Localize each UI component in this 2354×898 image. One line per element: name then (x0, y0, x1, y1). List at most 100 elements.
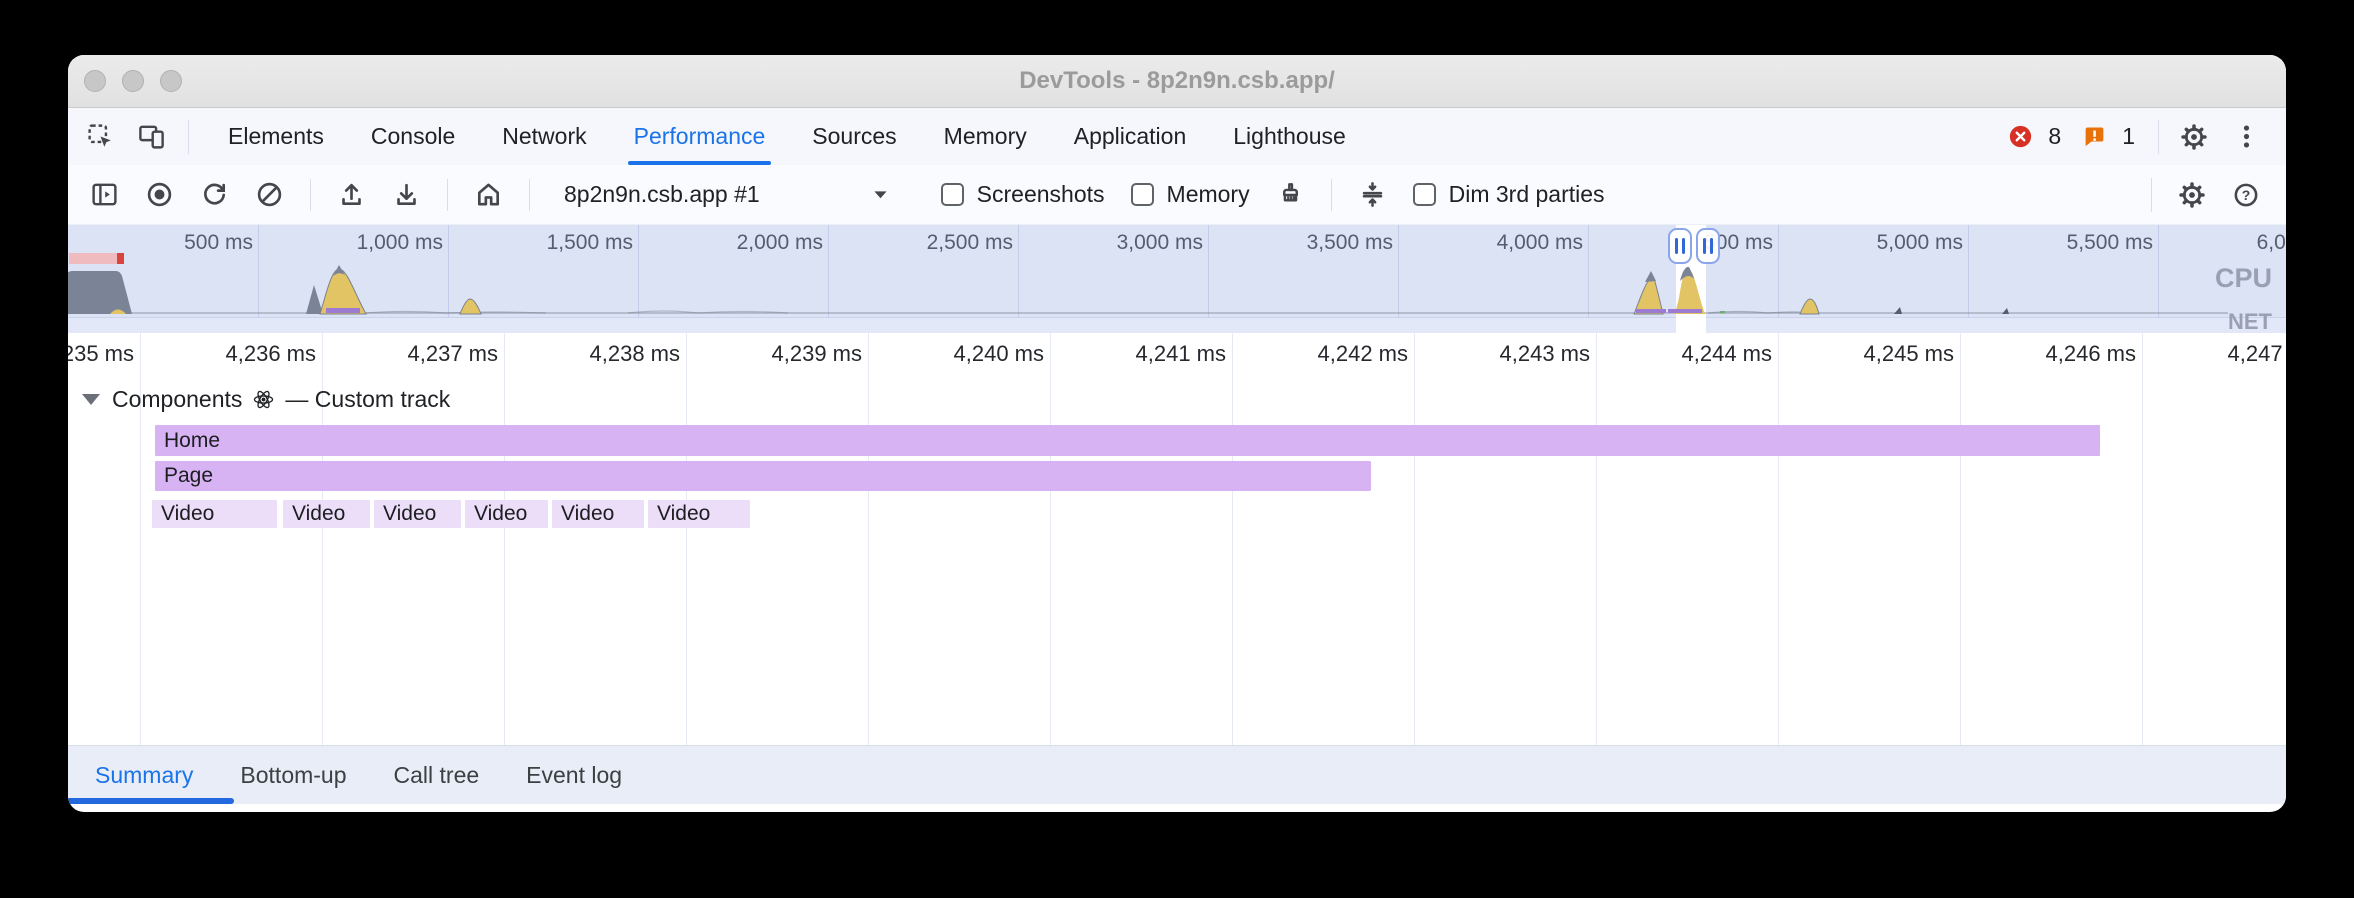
collapse-icon[interactable] (1358, 180, 1387, 209)
warning-badge-icon[interactable] (2082, 124, 2107, 149)
gridline (638, 225, 639, 333)
chevron-down-icon (870, 184, 891, 205)
download-profile-icon[interactable] (392, 180, 421, 209)
gc-brush-icon[interactable] (1276, 180, 1305, 209)
overview-tick-label: 500 ms (184, 231, 253, 254)
target-selector-value: 8p2n9n.csb.app #1 (564, 181, 760, 207)
kebab-menu-icon[interactable] (2233, 123, 2260, 150)
memory-toggle[interactable]: Memory (1130, 181, 1250, 208)
window-title: DevTools - 8p2n9n.csb.app/ (1019, 67, 1335, 94)
timeline-overview[interactable]: 500 ms 1,000 ms 1,500 ms 2,000 ms 2,500 … (68, 225, 2286, 334)
gridline (504, 333, 505, 745)
gridline (258, 225, 259, 333)
overview-tick-label: 1,000 ms (356, 231, 443, 254)
selection-handle-right[interactable] (1696, 228, 1720, 264)
gridline (1778, 225, 1779, 333)
track-entry-video[interactable]: Video (152, 500, 277, 528)
divider (188, 119, 189, 154)
show-panel-icon[interactable] (90, 180, 119, 209)
error-count: 8 (2048, 123, 2062, 149)
ruler-tick-label: 4,244 ms (1681, 341, 1773, 366)
warning-count: 1 (2122, 123, 2135, 149)
divider (529, 178, 530, 211)
gridline (1232, 333, 1233, 745)
screenshots-toggle[interactable]: Screenshots (940, 181, 1105, 208)
gridline (1968, 225, 1969, 333)
disclosure-triangle-icon[interactable] (82, 394, 100, 405)
overview-tick-label: 2,000 ms (736, 231, 823, 254)
tab-application[interactable]: Application (1073, 123, 1187, 149)
tab-bottom-up[interactable]: Bottom-up (240, 761, 347, 788)
gridline (1208, 225, 1209, 333)
record-icon[interactable] (145, 180, 174, 209)
ruler-tick-label: 4,238 ms (589, 341, 681, 366)
atom-icon (252, 388, 275, 411)
zoom-window-button[interactable] (160, 70, 182, 92)
tab-memory[interactable]: Memory (943, 123, 1027, 149)
tab-event-log[interactable]: Event log (526, 761, 623, 788)
overview-tick-label: 4,000 ms (1496, 231, 1583, 254)
track-entry-video[interactable]: Video (552, 500, 644, 528)
cpu-label: CPU (2214, 263, 2272, 293)
ruler-tick-label: 4,241 ms (1135, 341, 1227, 366)
screenshots-checkbox[interactable] (940, 183, 964, 206)
gridline (1050, 333, 1051, 745)
overview-tick-label: 5,500 ms (2066, 231, 2153, 254)
ruler-tick-label: 4,246 ms (2045, 341, 2137, 366)
tab-network[interactable]: Network (502, 123, 587, 149)
gear-icon[interactable] (2178, 181, 2206, 209)
upload-profile-icon[interactable] (337, 180, 366, 209)
titlebar[interactable]: DevTools - 8p2n9n.csb.app/ (68, 55, 2286, 108)
custom-track-title: Components (112, 386, 243, 412)
tab-summary[interactable]: Summary (95, 761, 194, 788)
gridline (1018, 225, 1019, 333)
close-window-button[interactable] (84, 70, 106, 92)
flame-chart-area[interactable]: 4,235 ms 4,236 ms 4,237 ms 4,238 ms 4,23… (68, 333, 2286, 745)
reload-icon[interactable] (200, 180, 229, 209)
device-toolbar-icon[interactable] (137, 122, 166, 151)
tab-performance[interactable]: Performance (627, 108, 771, 165)
track-entry-video[interactable]: Video (283, 500, 370, 528)
net-label: NET (2228, 309, 2272, 334)
clear-icon[interactable] (255, 180, 284, 209)
home-icon[interactable] (474, 180, 503, 209)
divider (2151, 178, 2152, 212)
gridline (1414, 333, 1415, 745)
ruler-tick-label: 4,240 ms (953, 341, 1045, 366)
track-entry-video[interactable]: Video (648, 500, 750, 528)
help-icon[interactable]: ? (2232, 181, 2260, 209)
ruler-tick-label: 4,239 ms (771, 341, 863, 366)
track-entry-video[interactable]: Video (465, 500, 548, 528)
gridline (1960, 333, 1961, 745)
tab-lighthouse[interactable]: Lighthouse (1233, 123, 1346, 149)
target-selector[interactable]: 8p2n9n.csb.app #1 (564, 181, 891, 208)
divider (447, 178, 448, 211)
active-tab-underline (68, 798, 234, 804)
track-entry-page[interactable]: Page (155, 461, 1371, 491)
tab-sources[interactable]: Sources (812, 123, 897, 149)
error-badge-icon[interactable] (2008, 124, 2033, 149)
selection-handle-left[interactable] (1668, 228, 1692, 264)
details-tab-bar: Summary Bottom-up Call tree Event log (68, 745, 2286, 804)
overview-tick-label: 1,500 ms (546, 231, 633, 254)
memory-checkbox[interactable] (1130, 183, 1154, 206)
custom-track-subtitle: — Custom track (285, 386, 451, 412)
track-entry-home[interactable]: Home (155, 425, 2100, 456)
tab-elements[interactable]: Elements (228, 123, 324, 149)
ruler-tick-label: 4,245 ms (1863, 341, 1955, 366)
gear-icon[interactable] (2180, 123, 2208, 151)
inspect-element-icon[interactable] (86, 122, 115, 151)
tab-console[interactable]: Console (370, 123, 456, 149)
dim-3rd-parties-label: Dim 3rd parties (1448, 181, 1605, 207)
divider (2158, 119, 2159, 154)
dim-3rd-parties-checkbox[interactable] (1412, 183, 1436, 206)
gridline (2158, 225, 2159, 333)
gridline (448, 225, 449, 333)
custom-track-header[interactable]: Components — Custom track (82, 386, 450, 413)
overview-tick-label: 5,000 ms (1876, 231, 1963, 254)
minimize-window-button[interactable] (122, 70, 144, 92)
dim-3rd-parties-toggle[interactable]: Dim 3rd parties (1412, 181, 1605, 208)
gridline (868, 333, 869, 745)
track-entry-video[interactable]: Video (374, 500, 461, 528)
tab-call-tree[interactable]: Call tree (393, 761, 480, 788)
